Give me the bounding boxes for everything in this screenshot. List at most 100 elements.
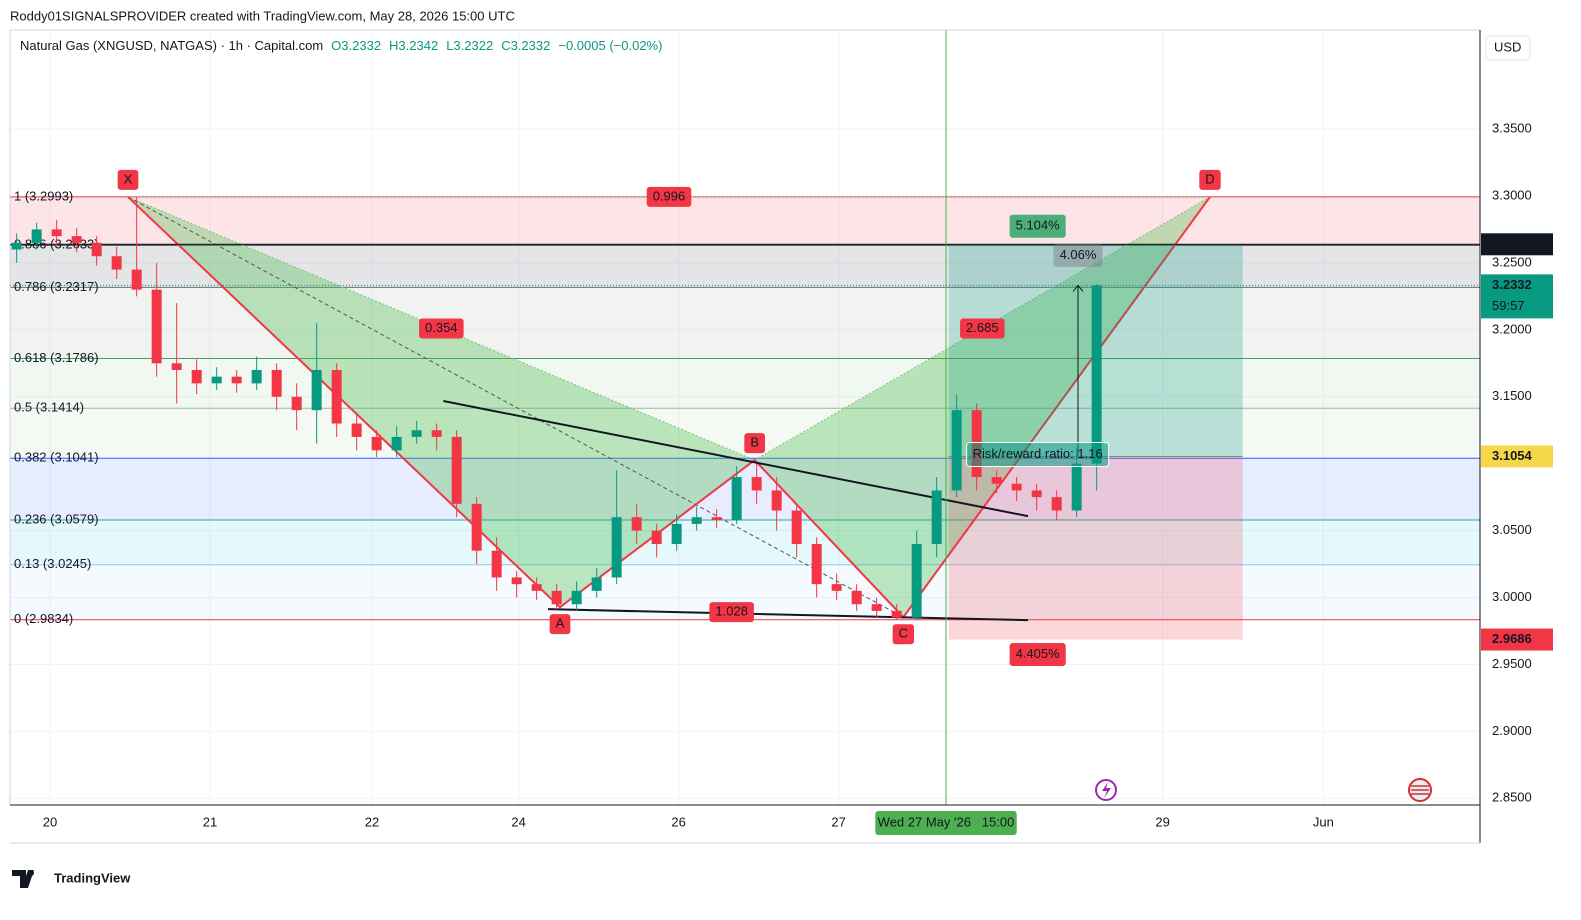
candle-body <box>691 517 702 524</box>
pattern-point-bg <box>892 624 915 645</box>
stop-label: 4.405% <box>1009 643 1066 667</box>
candle-body <box>111 256 122 270</box>
candle-body <box>631 517 642 531</box>
candle-body <box>31 229 42 243</box>
candle-body <box>811 543 822 585</box>
pattern-ratio: 0.996 <box>646 186 692 207</box>
y-tick-label: 2.9000 <box>1492 723 1532 738</box>
candle-body <box>1051 497 1062 511</box>
countdown: 59:57 <box>1492 298 1525 313</box>
candle-body <box>131 269 142 290</box>
crosshair-label-text: Wed 27 May '26 15:00 <box>878 814 1015 829</box>
y-tick-label: 3.2500 <box>1492 254 1532 269</box>
candle-body <box>1091 285 1102 464</box>
fib-label: 0.786 (3.2317) <box>14 279 99 294</box>
candle-body <box>831 584 842 591</box>
pattern-point: A <box>549 614 571 635</box>
pattern-fill <box>128 196 755 608</box>
candle-body <box>451 436 462 504</box>
candle-body <box>1011 483 1022 491</box>
pattern-ratio: 1.028 <box>709 602 754 623</box>
candle-body <box>1031 490 1042 498</box>
fib-label: 0 (2.9834) <box>14 611 73 626</box>
currency-box[interactable] <box>1485 35 1531 61</box>
candle-body <box>371 436 382 451</box>
pattern-ratio: 0.354 <box>419 318 464 339</box>
x-tick-label: 26 <box>671 814 685 829</box>
measure-arrow <box>1072 284 1084 292</box>
price-label: 3.1054 <box>1492 448 1533 463</box>
candle-body <box>551 590 562 605</box>
candle-body <box>211 376 222 384</box>
candle-body <box>391 436 402 451</box>
event-icon[interactable] <box>1095 779 1117 801</box>
pattern-point: X <box>117 169 139 190</box>
target-label-text: 5.104% <box>1016 218 1061 233</box>
candle-body <box>331 369 342 424</box>
candle-body <box>591 577 602 591</box>
legend-item: C3.2332 <box>501 38 550 53</box>
fib-band <box>10 196 1480 246</box>
pattern-point-text: C <box>899 626 908 641</box>
fib-label: 0.236 (3.0579) <box>14 511 99 526</box>
candle-body <box>951 410 962 491</box>
trend-line <box>547 608 1029 622</box>
pattern-ratio-text: 1.028 <box>715 604 748 619</box>
fib-band <box>10 287 1480 359</box>
pattern-ratio: 2.685 <box>960 318 1005 339</box>
candle-body <box>511 577 522 585</box>
pattern-point: D <box>1199 169 1221 190</box>
candle-body <box>271 369 282 397</box>
x-tick-label: 27 <box>831 814 845 829</box>
y-tick-label: 3.3500 <box>1492 120 1532 135</box>
candle-body <box>731 477 742 520</box>
last-price-label: 3.2332 <box>1492 277 1532 292</box>
fib-band <box>10 520 1480 565</box>
candle-body <box>891 610 902 618</box>
event-icons <box>1095 778 1432 802</box>
y-tick-label: 2.9500 <box>1492 656 1532 671</box>
fib-label: 0.618 (3.1786) <box>14 350 99 365</box>
candle-body <box>791 510 802 544</box>
logo-dot <box>28 870 34 876</box>
candle-body <box>91 242 102 257</box>
candle-body <box>291 396 302 411</box>
pattern-point: B <box>744 433 766 454</box>
candle-body <box>711 517 722 520</box>
legend-item: L3.2322 <box>446 38 493 53</box>
legend-item: H3.2342 <box>389 38 438 53</box>
candle-body <box>191 369 202 384</box>
candle-body <box>471 503 482 551</box>
pattern-point-text: A <box>556 616 565 631</box>
price-label-bg <box>1481 628 1553 651</box>
candle-body <box>611 517 622 578</box>
y-tick-label: 3.3000 <box>1492 187 1532 202</box>
target-label-bg <box>1009 214 1066 238</box>
stop-label-text: 4.405% <box>1016 646 1061 661</box>
pattern-ratio-text: 0.996 <box>653 188 686 203</box>
candle-body <box>851 590 862 605</box>
candle-body <box>351 423 362 437</box>
legend-item: Natural Gas (XNGUSD, NATGAS) · 1h · Capi… <box>20 38 323 53</box>
brand-name: TradingView <box>54 870 131 885</box>
pattern-point-bg <box>744 433 766 454</box>
event-bolt <box>1102 782 1111 798</box>
y-tick-label: 2.8500 <box>1492 790 1532 805</box>
price-label: 3.2639 <box>1492 236 1532 251</box>
candle-body <box>11 242 22 250</box>
candle-body <box>171 363 182 370</box>
fib-band <box>10 358 1480 409</box>
brand-logo: TradingView <box>12 870 131 888</box>
candle-body <box>311 369 322 411</box>
pattern-dotted <box>127 196 755 461</box>
candle-body <box>251 369 262 384</box>
candle-body <box>1071 463 1082 511</box>
price-label-bg <box>1481 233 1553 256</box>
risk-reward-label-bg <box>966 441 1110 467</box>
pattern-ratio-bg <box>646 186 692 207</box>
pattern-point-text: D <box>1205 171 1214 186</box>
price-label: 2.9686 <box>1492 631 1532 646</box>
x-tick-label: 20 <box>43 814 57 829</box>
target-label: 5.104% <box>1009 214 1066 238</box>
